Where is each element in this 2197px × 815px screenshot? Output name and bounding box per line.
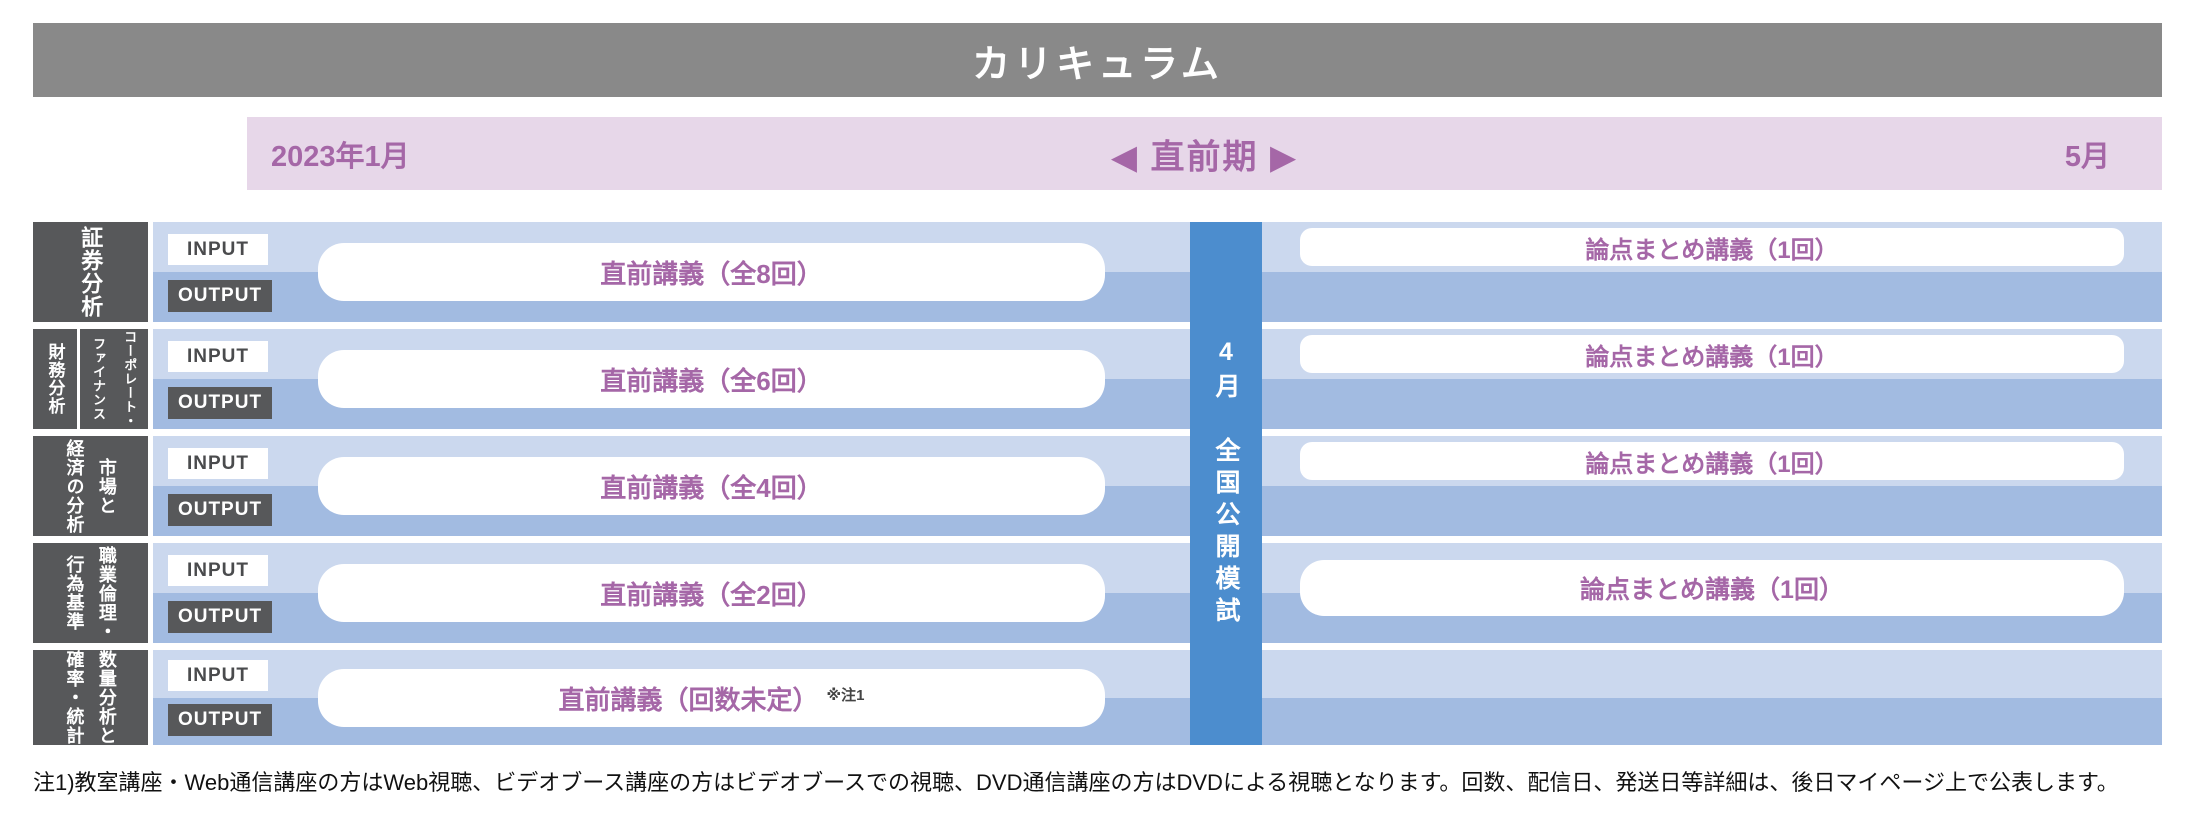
subject-label: 市場と 経済の分析 <box>33 436 148 536</box>
timeline-bar: 2023年1月 ◀ 直前期 ▶ 5月 <box>247 117 2162 190</box>
output-badge: OUTPUT <box>168 494 272 526</box>
row-market-economy-analysis: 市場と 経済の分析 INPUT OUTPUT 直前講義（全4回） 論点まとめ講義… <box>33 436 2162 536</box>
output-badge: OUTPUT <box>168 280 272 312</box>
row-securities-analysis: 証券分析 INPUT OUTPUT 直前講義（全8回） 論点まとめ講義（1回） <box>33 222 2162 322</box>
lecture-box: 直前講義（回数未定） ※注1 <box>318 669 1105 727</box>
subject-label: 数量分析と 確率・統計 <box>33 650 148 745</box>
lecture-box: 直前講義（全6回） <box>318 350 1105 408</box>
mock-exam-label: 4月 全国公開模試 <box>1212 338 1240 629</box>
subject-label: 職業倫理・ 行為基準 <box>33 543 148 643</box>
summary-lecture-box: 論点まとめ講義（1回） <box>1300 442 2124 480</box>
row-financial-analysis-corporate-finance: 財務分析 コーポレート・ ファイナンス INPUT OUTPUT 直前講義（全6… <box>33 329 2162 429</box>
row-professional-ethics: 職業倫理・ 行為基準 INPUT OUTPUT 直前講義（全2回） 論点まとめ講… <box>33 543 2162 643</box>
output-badge: OUTPUT <box>168 704 272 736</box>
timeline-period-label: ◀ 直前期 ▶ <box>1110 138 1299 176</box>
lecture-box: 直前講義（全2回） <box>318 564 1105 622</box>
footnote-reference: ※注1 <box>826 686 865 704</box>
subject-side-label: 財務分析 <box>45 343 65 415</box>
lecture-box: 直前講義（全8回） <box>318 243 1105 301</box>
lecture-box: 直前講義（全4回） <box>318 457 1105 515</box>
summary-lecture-box: 論点まとめ講義（1回） <box>1300 228 2124 266</box>
subject-main-label: コーポレート・ ファイナンス <box>91 330 138 428</box>
timeline-start-label: 2023年1月 <box>271 140 410 173</box>
subject-label: 証券分析 <box>33 222 148 322</box>
header-bar: カリキュラム <box>33 23 2162 97</box>
page-title: カリキュラム <box>972 43 1223 86</box>
input-badge: INPUT <box>168 660 268 691</box>
input-badge: INPUT <box>168 341 268 372</box>
output-badge: OUTPUT <box>168 601 272 633</box>
input-badge: INPUT <box>168 448 268 479</box>
footnote: 注1)教室講座・Web通信講座の方はWeb視聴、ビデオブース講座の方はビデオブー… <box>33 770 2119 795</box>
subject-label: 財務分析 コーポレート・ ファイナンス <box>33 329 148 429</box>
summary-lecture-box: 論点まとめ講義（1回） <box>1300 335 2124 373</box>
input-badge: INPUT <box>168 234 268 265</box>
summary-lecture-box: 論点まとめ講義（1回） <box>1300 560 2124 616</box>
lecture-box-label: 直前講義（回数未定） <box>558 684 819 715</box>
row-quantitative-analysis: 数量分析と 確率・統計 INPUT OUTPUT 直前講義（回数未定） ※注1 <box>33 650 2162 745</box>
mock-exam-column: 4月 全国公開模試 <box>1190 222 1262 745</box>
output-badge: OUTPUT <box>168 387 272 419</box>
input-badge: INPUT <box>168 555 268 586</box>
timeline-end-label: 5月 <box>2064 140 2110 173</box>
subject-divider <box>77 329 80 429</box>
